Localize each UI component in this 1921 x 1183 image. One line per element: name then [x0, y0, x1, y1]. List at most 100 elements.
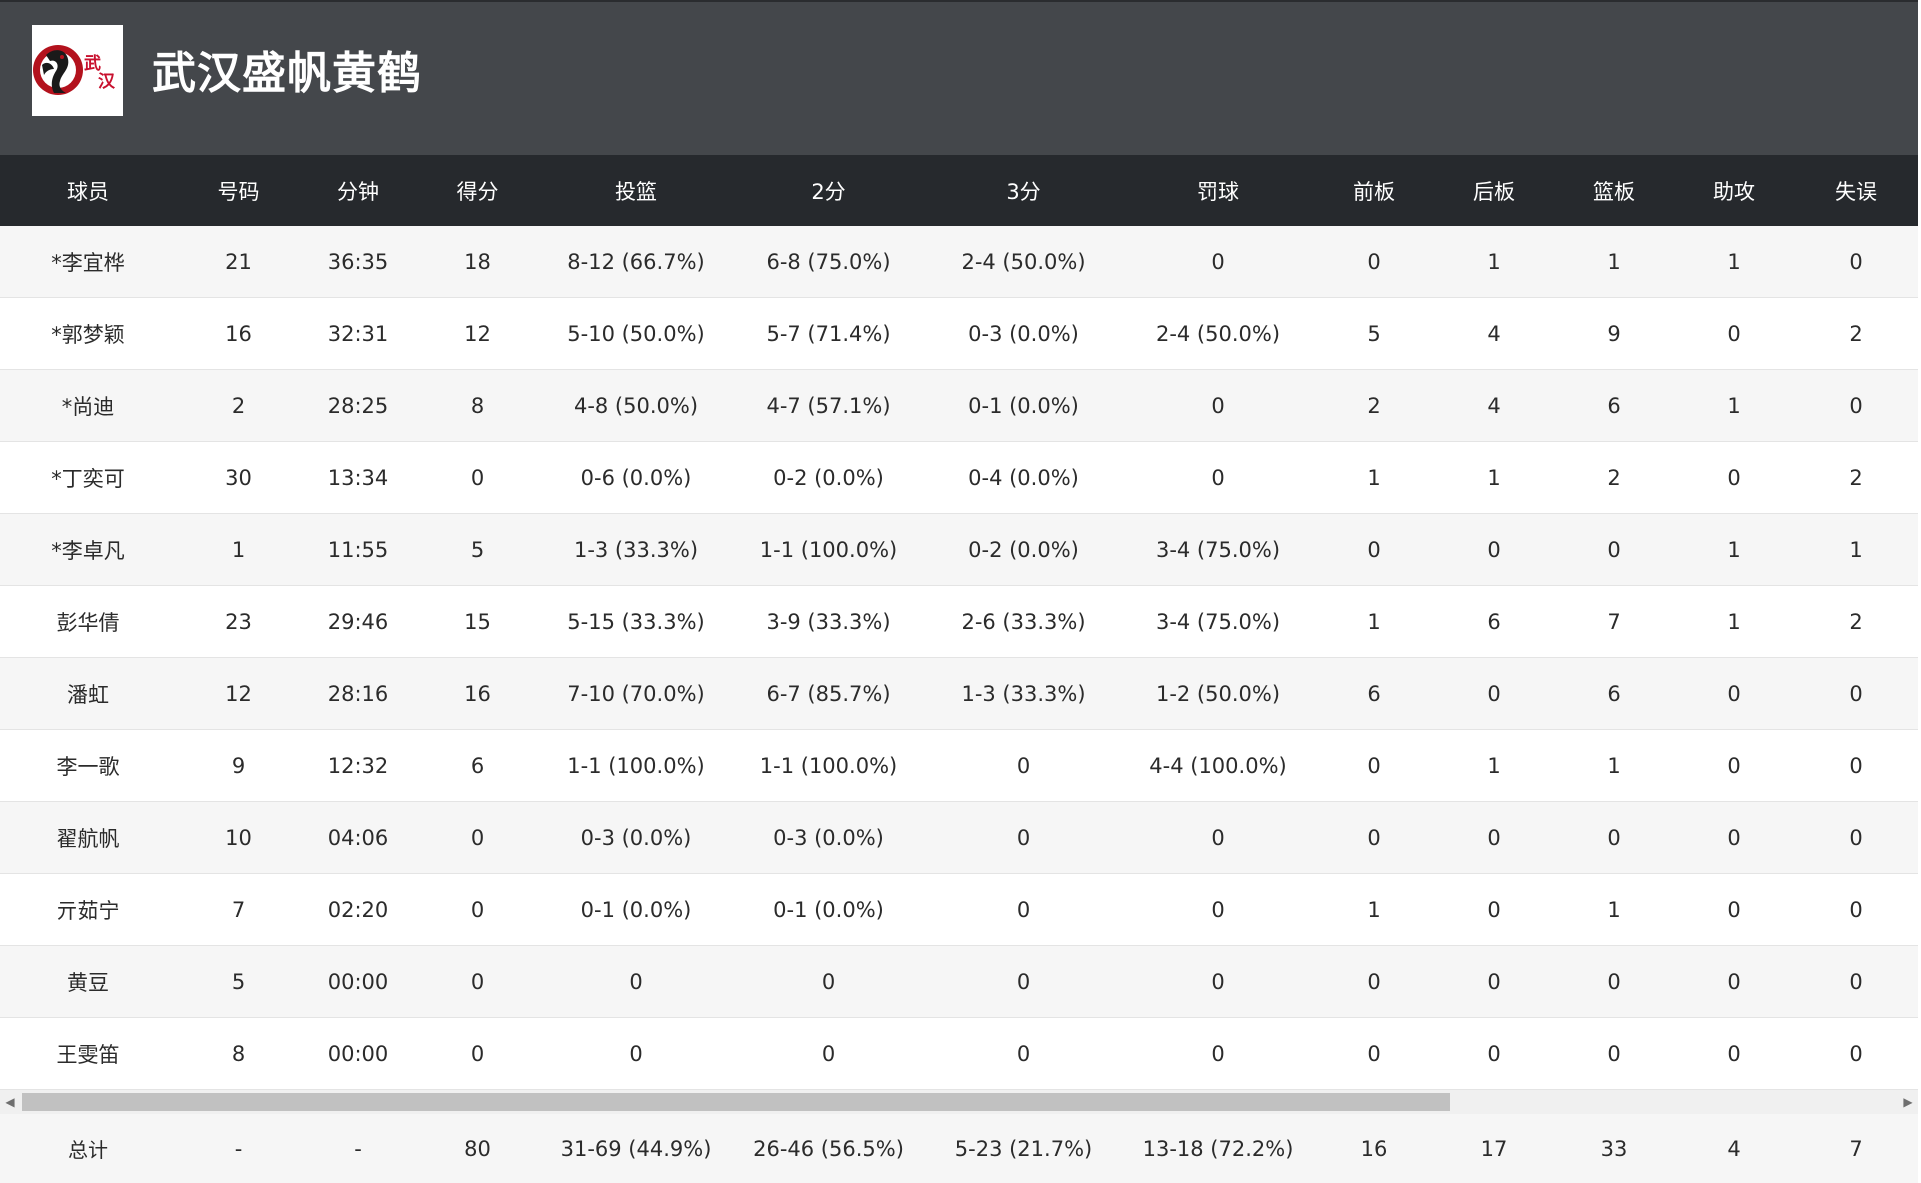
cell-player[interactable]: *李卓凡 — [0, 513, 176, 586]
column-header-ft[interactable]: 罚球 — [1122, 155, 1314, 226]
cell-player[interactable]: 李一歌 — [0, 729, 176, 802]
cell-player[interactable]: *尚迪 — [0, 369, 176, 442]
cell-reb: 7 — [1554, 585, 1674, 658]
cell-two-pt: 5-7 (71.4%) — [732, 297, 925, 370]
cell-two-pt: 0 — [732, 1017, 925, 1090]
cell-off-reb: 1 — [1314, 585, 1434, 658]
cell-def-reb: 4 — [1434, 297, 1554, 370]
scroll-left-arrow-icon[interactable]: ◀ — [5, 1095, 15, 1109]
column-header-def-reb[interactable]: 后板 — [1434, 155, 1554, 226]
cell-tov: 0 — [1794, 1017, 1918, 1090]
logo-text-2: 汉 — [98, 72, 116, 92]
column-header-minutes[interactable]: 分钟 — [301, 155, 415, 226]
cell-fg: 1-3 (33.3%) — [540, 513, 732, 586]
cell-ft: 0 — [1122, 945, 1314, 1018]
column-header-ast[interactable]: 助攻 — [1674, 155, 1794, 226]
team-logo: 武 汉 — [32, 25, 123, 116]
cell-tov: 0 — [1794, 801, 1918, 874]
player-stats-table: 球员 号码 分钟 得分 投篮 2分 3分 罚球 前板 后板 篮板 助攻 失误 *李宜桦 21 36:35 18… — [0, 155, 1918, 1090]
cell-player[interactable]: *李宜桦 — [0, 226, 176, 298]
cell-number: 16 — [176, 297, 301, 370]
cell-def-reb: 0 — [1434, 801, 1554, 874]
cell-minutes: 11:55 — [301, 513, 415, 586]
cell-def-reb: 0 — [1434, 1017, 1554, 1090]
cell-def-reb: 0 — [1434, 513, 1554, 586]
cell-minutes: 00:00 — [301, 945, 415, 1018]
cell-fg: 5-15 (33.3%) — [540, 585, 732, 658]
cell-off-reb: 0 — [1314, 513, 1434, 586]
cell-number: 23 — [176, 585, 301, 658]
cell-off-reb: 1 — [1314, 873, 1434, 946]
totals-row: 总计 - -80 31-69 (44.9%) 26-46 (56.5%) 5-23 (21… — [0, 1114, 1918, 1183]
column-header-three-pt[interactable]: 3分 — [925, 155, 1122, 226]
cell-tov: 0 — [1794, 369, 1918, 442]
cell-def-reb: 0 — [1434, 945, 1554, 1018]
cell-tov: 0 — [1794, 657, 1918, 730]
cell-ft: 0 — [1122, 369, 1314, 442]
player-stats-table-wrap[interactable]: 球员 号码 分钟 得分 投篮 2分 3分 罚球 前板 后板 篮板 助攻 失误 *李宜桦 21 36:35 18… — [0, 155, 1918, 1090]
cell-def-reb: 1 — [1434, 729, 1554, 802]
cell-minutes: 12:32 — [301, 729, 415, 802]
cell-fg: 8-12 (66.7%) — [540, 226, 732, 298]
cell-minutes: 04:06 — [301, 801, 415, 874]
cell-points: 16 — [415, 657, 540, 730]
cell-minutes: 28:16 — [301, 657, 415, 730]
cell-three-pt: 0 — [925, 873, 1122, 946]
total-three-pt: 5-23 (21.7%) — [925, 1114, 1122, 1183]
table-row: *丁奕可 30 13:34 0 0-6 (0.0%) 0-2 (0.0%) 0-4 (0.0… — [0, 441, 1918, 514]
cell-player[interactable]: *郭梦颖 — [0, 297, 176, 370]
cell-ast: 0 — [1674, 297, 1794, 370]
cell-fg: 4-8 (50.0%) — [540, 369, 732, 442]
table-row: 彭华倩 23 29:46 15 5-15 (33.3%) 3-9 (33.3%) 2-6 (… — [0, 585, 1918, 658]
column-header-fg[interactable]: 投篮 — [540, 155, 732, 226]
cell-number: 30 — [176, 441, 301, 514]
cell-ft: 2-4 (50.0%) — [1122, 297, 1314, 370]
table-row: *李卓凡 1 11:55 5 1-3 (33.3%) 1-1 (100.0%) 0-2 (0… — [0, 513, 1918, 586]
cell-player[interactable]: 黄豆 — [0, 945, 176, 1018]
cell-two-pt: 0-1 (0.0%) — [732, 873, 925, 946]
cell-player[interactable]: 亓茹宁 — [0, 873, 176, 946]
cell-player[interactable]: 翟航帆 — [0, 801, 176, 874]
column-header-reb[interactable]: 篮板 — [1554, 155, 1674, 226]
cell-off-reb: 1 — [1314, 441, 1434, 514]
cell-off-reb: 0 — [1314, 226, 1434, 298]
total-fg: 31-69 (44.9%) — [540, 1114, 732, 1183]
cell-reb: 0 — [1554, 945, 1674, 1018]
scrollbar-thumb[interactable] — [22, 1093, 1450, 1111]
total-number: - — [176, 1114, 301, 1183]
cell-minutes: 32:31 — [301, 297, 415, 370]
cell-points: 0 — [415, 1017, 540, 1090]
column-header-two-pt[interactable]: 2分 — [732, 155, 925, 226]
cell-player[interactable]: 王雯笛 — [0, 1017, 176, 1090]
cell-three-pt: 0-2 (0.0%) — [925, 513, 1122, 586]
cell-def-reb: 0 — [1434, 873, 1554, 946]
column-header-off-reb[interactable]: 前板 — [1314, 155, 1434, 226]
cell-number: 12 — [176, 657, 301, 730]
cell-player[interactable]: 潘虹 — [0, 657, 176, 730]
cell-ast: 1 — [1674, 513, 1794, 586]
horizontal-scrollbar[interactable]: ◀ ▶ — [0, 1090, 1918, 1114]
cell-player[interactable]: *丁奕可 — [0, 441, 176, 514]
total-ft: 13-18 (72.2%) — [1122, 1114, 1314, 1183]
column-header-player[interactable]: 球员 — [0, 155, 176, 226]
crane-logo-icon: 武 汉 — [33, 45, 116, 95]
cell-fg: 1-1 (100.0%) — [540, 729, 732, 802]
column-header-tov[interactable]: 失误 — [1794, 155, 1918, 226]
total-reb: 33 — [1554, 1114, 1674, 1183]
cell-three-pt: 0 — [925, 801, 1122, 874]
cell-ast: 1 — [1674, 369, 1794, 442]
total-def-reb: 17 — [1434, 1114, 1554, 1183]
cell-two-pt: 0 — [732, 945, 925, 1018]
cell-points: 5 — [415, 513, 540, 586]
cell-player[interactable]: 彭华倩 — [0, 585, 176, 658]
cell-number: 1 — [176, 513, 301, 586]
scroll-right-arrow-icon[interactable]: ▶ — [1903, 1095, 1913, 1109]
cell-ast: 0 — [1674, 441, 1794, 514]
cell-ft: 0 — [1122, 1017, 1314, 1090]
cell-reb: 0 — [1554, 513, 1674, 586]
column-header-points[interactable]: 得分 — [415, 155, 540, 226]
column-header-number[interactable]: 号码 — [176, 155, 301, 226]
cell-points: 6 — [415, 729, 540, 802]
team-name: 武汉盛帆黄鹤 — [152, 48, 422, 99]
total-minutes: - — [301, 1114, 415, 1183]
